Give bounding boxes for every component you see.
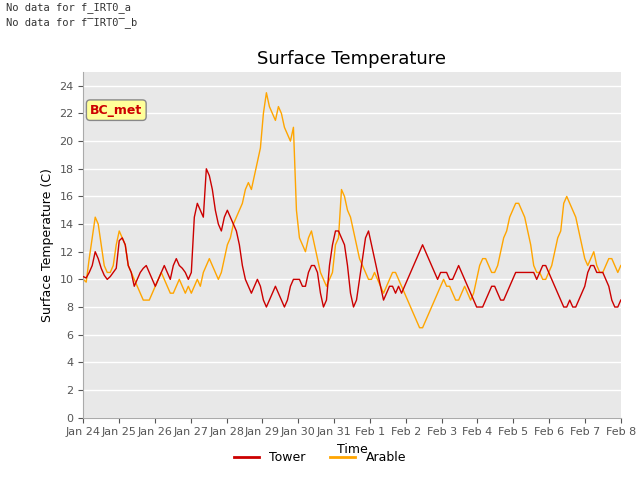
Text: No data for f_IRT0_a: No data for f_IRT0_a (6, 2, 131, 13)
Text: No data for f̅IRT0̅_b: No data for f̅IRT0̅_b (6, 17, 138, 28)
X-axis label: Time: Time (337, 443, 367, 456)
Text: BC_met: BC_met (90, 104, 142, 117)
Title: Surface Temperature: Surface Temperature (257, 49, 447, 68)
Legend: Tower, Arable: Tower, Arable (229, 446, 411, 469)
Y-axis label: Surface Temperature (C): Surface Temperature (C) (41, 168, 54, 322)
